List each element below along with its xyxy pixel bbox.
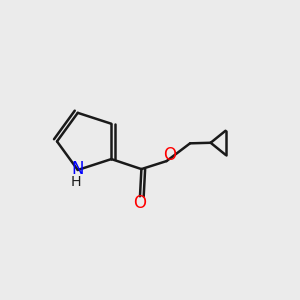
Text: N: N: [71, 160, 84, 178]
Text: H: H: [71, 175, 82, 189]
Text: O: O: [163, 146, 176, 164]
Text: O: O: [134, 194, 146, 211]
